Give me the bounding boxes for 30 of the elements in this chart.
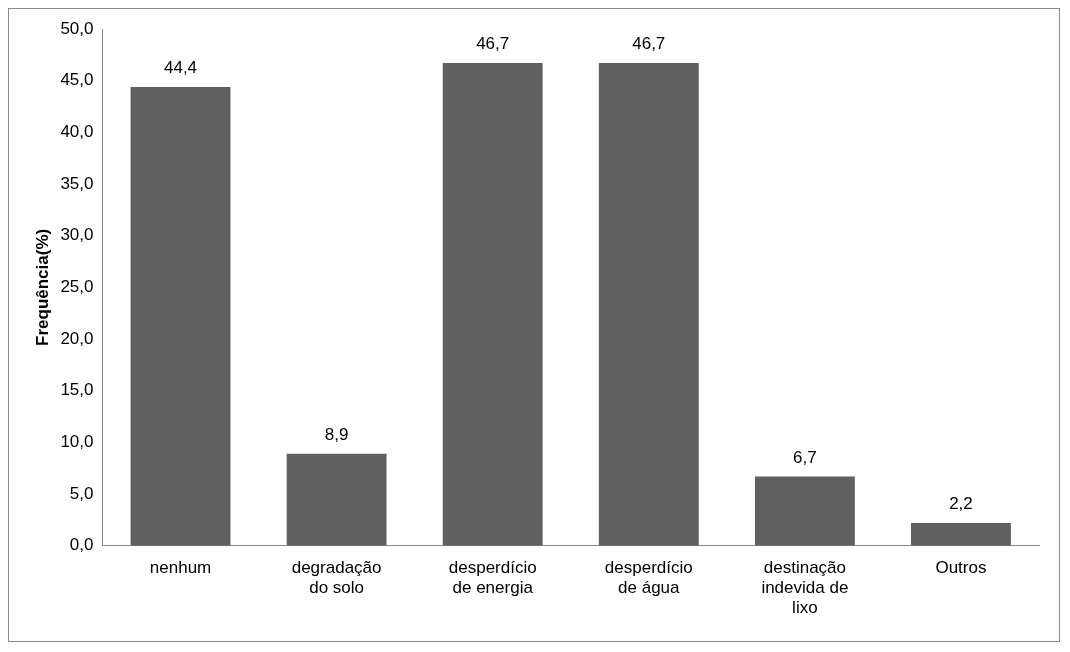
data-label: 8,9 — [324, 425, 349, 444]
data-label: 2,2 — [949, 494, 973, 514]
x-tick-label: desperdício de energia — [448, 557, 537, 598]
bar — [130, 86, 231, 546]
y-tick-label: 40,0 — [60, 122, 94, 142]
y-tick-label: 45,0 — [60, 70, 94, 90]
y-tick-label: 30,0 — [60, 225, 94, 245]
data-label: 44,4 — [163, 58, 198, 78]
y-tick-label: 20,0 — [60, 328, 94, 348]
y-tick-label: 15,0 — [60, 380, 94, 400]
data-label: 6,7 — [793, 447, 817, 467]
x-tick-label: Outros — [935, 557, 987, 577]
data-label: 46,7 — [476, 34, 510, 54]
y-tick-label: 5,0 — [69, 483, 94, 503]
bar — [598, 63, 699, 546]
x-tick-label: desperdício de água — [604, 557, 693, 598]
bar — [442, 63, 543, 546]
x-tick-label: degradação do solo — [291, 557, 382, 598]
y-tick-label: 25,0 — [60, 277, 94, 297]
bar — [754, 476, 855, 546]
bar — [911, 523, 1011, 546]
bar — [286, 453, 387, 546]
y-tick-label: 0,0 — [69, 535, 94, 555]
y-tick-label: 50,0 — [60, 18, 94, 38]
y-tick-label: 35,0 — [60, 173, 94, 193]
y-tick-label: 10,0 — [60, 432, 94, 452]
x-tick-label: nenhum — [149, 557, 212, 577]
data-label: 46,7 — [632, 34, 666, 54]
y-axis-title: Frequência(%) — [32, 228, 52, 346]
x-tick-label: destinação indevida de lixo — [761, 557, 849, 618]
